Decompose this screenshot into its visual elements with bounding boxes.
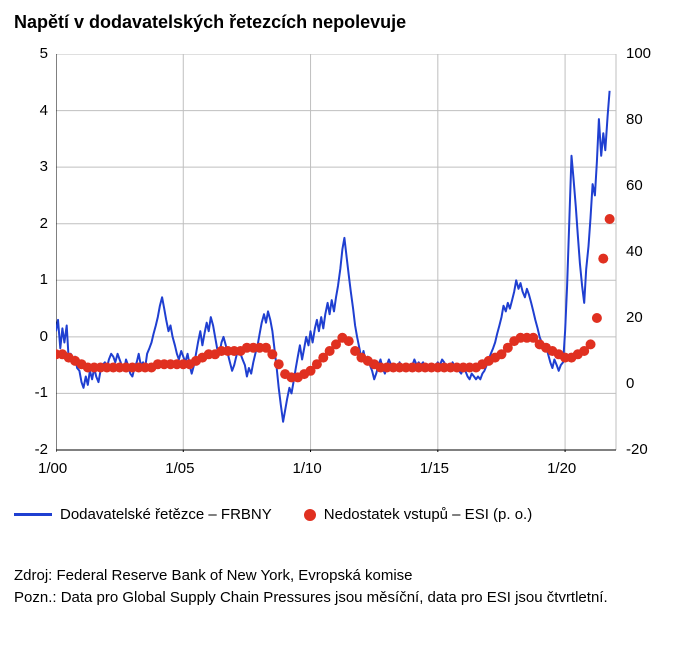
chart-legend: Dodavatelské řetězce – FRBNY Nedostatek … xyxy=(14,506,532,523)
ytick-right: 20 xyxy=(626,309,643,326)
legend-item-2: Nedostatek vstupů – ESI (p. o.) xyxy=(324,506,532,523)
ytick-right: 40 xyxy=(626,243,643,260)
xtick: 1/05 xyxy=(165,460,194,477)
ytick-right: 0 xyxy=(626,375,634,392)
legend-line-swatch xyxy=(14,513,52,516)
ytick-right: 80 xyxy=(626,111,643,128)
chart-title: Napětí v dodavatelských řetezcích nepole… xyxy=(14,12,406,33)
ytick-right: 100 xyxy=(626,45,651,62)
chart-plot xyxy=(56,54,618,452)
ytick-left: 1 xyxy=(40,271,48,288)
xtick: 1/15 xyxy=(420,460,449,477)
xtick: 1/00 xyxy=(38,460,67,477)
ytick-left: 0 xyxy=(40,328,48,345)
ytick-right: -20 xyxy=(626,441,648,458)
source-text: Zdroj: Federal Reserve Bank of New York,… xyxy=(14,566,413,586)
note-text: Pozn.: Data pro Global Supply Chain Pres… xyxy=(14,588,608,608)
ytick-left: 3 xyxy=(40,158,48,175)
ytick-left: 5 xyxy=(40,45,48,62)
ytick-left: -2 xyxy=(35,441,48,458)
ytick-right: 60 xyxy=(626,177,643,194)
ytick-left: 2 xyxy=(40,215,48,232)
legend-item-1: Dodavatelské řetězce – FRBNY xyxy=(60,506,272,523)
legend-dot-swatch xyxy=(304,509,316,521)
xtick: 1/10 xyxy=(293,460,322,477)
ytick-left: 4 xyxy=(40,102,48,119)
xtick: 1/20 xyxy=(547,460,576,477)
ytick-left: -1 xyxy=(35,384,48,401)
